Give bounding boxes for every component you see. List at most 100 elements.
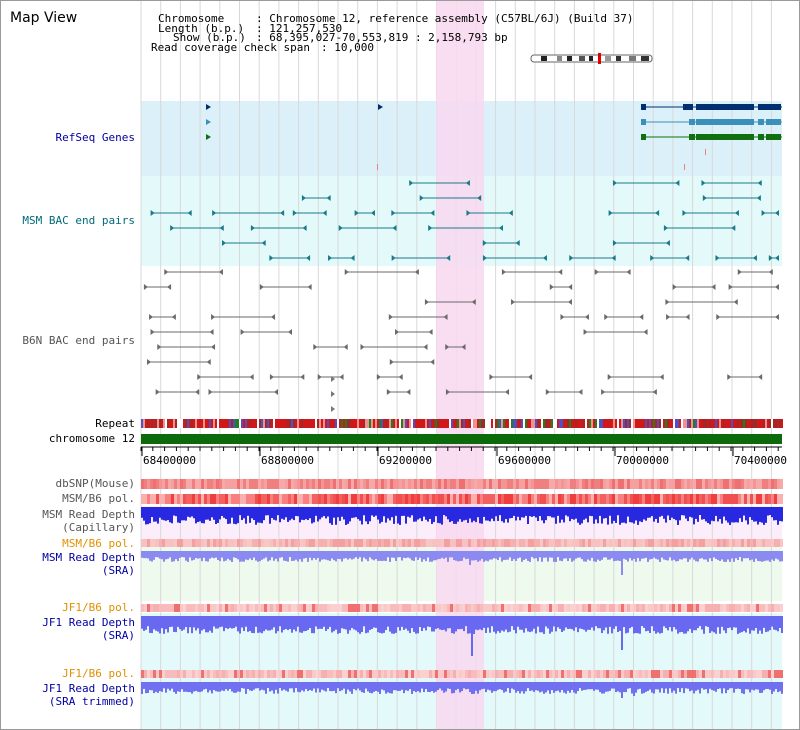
jf1-trim-depth-bar [499,682,501,690]
msm-capillary-depth-bar [147,507,149,525]
jf1-trim-depth-bar [405,682,407,691]
msm-sra-depth-bar [749,551,751,561]
msm-sra-depth-bar [461,551,463,561]
dbsnp-cell [507,479,510,489]
msm-sra-depth-bar [595,551,597,562]
jf1-trim-depth-bar [279,682,281,689]
jf1-trim-depth-bar [149,682,151,691]
jf1-pol2-cell [198,670,201,678]
msm-bac-pair-end [465,180,470,186]
jf1-sra-depth-bar [569,616,571,629]
jf1-trim-depth-bar [277,682,279,694]
jf1-sra-depth-bar [283,616,285,630]
repeat-element [451,419,453,428]
msm-sra-depth-bar [625,551,627,560]
jf1-trim-depth-bar [415,682,417,693]
msm-sra-depth-bar [361,551,363,562]
jf1-trim-depth-bar [657,682,659,690]
msm-pol2-cell [561,539,564,547]
b6n-bac-pair-end [167,284,172,290]
jf1-pol2-cell [183,670,186,678]
msm-capillary-depth-bar [313,507,315,523]
msm-capillary-depth-bar [601,507,603,524]
msm-pol-cell [579,494,582,504]
repeat-element [339,419,341,428]
msm-bac-pair-end [354,210,359,216]
track-label-msm-depth-sra[interactable]: MSM Read Depth [42,551,135,564]
msm-sra-depth-bar [533,551,535,559]
repeat-element [593,419,595,428]
msm-sra-depth-bar [425,551,427,562]
msm-capillary-depth-bar [517,507,519,517]
repeat-element [705,419,707,428]
msm-sra-depth-bar [417,551,419,560]
msm-pol2-cell [546,539,549,547]
msm-sra-depth-bar [611,551,613,559]
jf1-trim-depth-bar [697,682,699,690]
jf1-sra-depth-bar [579,616,581,629]
jf1-sra-depth-bar [277,616,279,632]
b6n-bac-pair-end [197,374,202,380]
track-label-jf1-b6-pol-2[interactable]: JF1/B6 pol. [62,667,135,680]
msm-sra-depth-bar [313,551,315,559]
repeat-element [233,419,235,428]
track-label-msm-b6-pol-2[interactable]: MSM/B6 pol. [62,537,135,550]
repeat-element [567,419,569,428]
msm-pol-cell [492,494,495,504]
track-label-chromosome[interactable]: chromosome 12 [48,432,135,445]
jf1-trim-depth-bar [169,682,171,691]
msm-capillary-depth-bar [599,507,601,516]
msm-capillary-depth-bar [729,507,731,525]
track-label-dbsnp[interactable]: dbSNP(Mouse) [55,477,135,490]
msm-pol-cell [489,494,492,504]
jf1-sra-depth-bar [375,616,377,628]
track-label-jf1-b6-pol-1[interactable]: JF1/B6 pol. [62,601,135,614]
repeat-element [499,419,501,428]
jf1-sra-depth-bar [205,616,207,633]
jf1-sra-depth-bar [391,616,393,634]
jf1-sra-depth-bar [629,616,631,629]
jf1-trim-depth-bar [445,682,447,692]
jf1-pol-cell [558,604,561,612]
jf1-pol-cell [294,604,297,612]
jf1-pol2-cell [672,670,675,678]
msm-sra-depth-bar [705,551,707,560]
dbsnp-cell [258,479,261,489]
jf1-sra-depth-bar [661,616,663,633]
jf1-pol-cell [405,604,408,612]
msm-capillary-depth-bar [477,507,479,518]
repeat-element [639,419,641,428]
track-label-msm-bac[interactable]: MSM BAC end pairs [22,214,135,227]
track-label-msm-b6-pol-1[interactable]: MSM/B6 pol. [62,492,135,505]
repeat-element [731,419,733,428]
dbsnp-cell [759,479,762,489]
dbsnp-cell [255,479,258,489]
jf1-sra-depth-bar [385,616,387,631]
jf1-sra-depth-bar [601,616,603,634]
jf1-trim-depth-bar [581,682,583,691]
track-label-refseq-genes[interactable]: RefSeq Genes [55,131,135,144]
jf1-trim-depth-bar [227,682,229,691]
dbsnp-cell [690,479,693,489]
jf1-trim-depth-bar [365,682,367,689]
dbsnp-cell [414,479,417,489]
msm-pol2-cell [579,539,582,547]
msm-sra-depth-bar [449,551,451,558]
msm-capillary-depth-bar [411,507,413,516]
jf1-pol2-cell [252,670,255,678]
msm-pol-cell [522,494,525,504]
track-label-repeat[interactable]: Repeat [95,417,135,430]
msm-capillary-depth-bar [615,507,617,523]
jf1-trim-depth-bar [671,682,673,693]
b6n-bac-pair-end [430,359,435,365]
track-label-jf1-depth-trimmed[interactable]: JF1 Read Depth [42,682,135,695]
track-label-msm-depth-capillary[interactable]: MSM Read Depth [42,508,135,521]
track-label-jf1-depth-sra[interactable]: JF1 Read Depth [42,616,135,629]
jf1-trim-depth-bar [281,682,283,691]
track-label-b6n-bac[interactable]: B6N BAC end pairs [22,334,135,347]
msm-capillary-depth-bar [219,507,221,520]
jf1-sra-depth-bar [251,616,253,633]
jf1-sra-depth-bar [181,616,183,631]
repeat-element [661,419,663,428]
